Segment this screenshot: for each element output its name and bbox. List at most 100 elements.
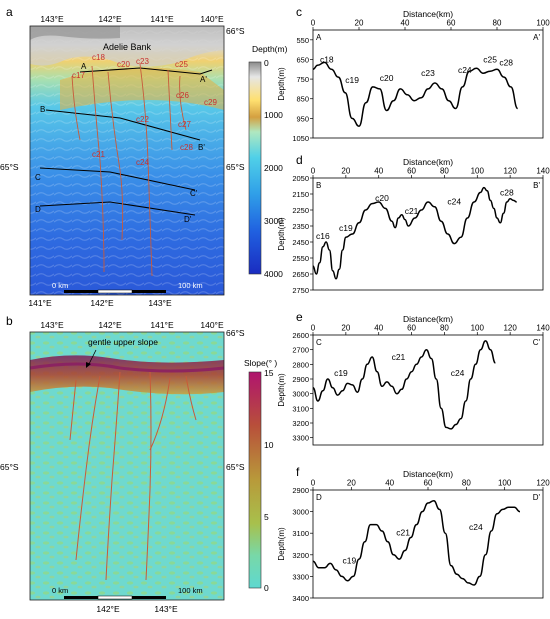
depth-profile-line: [312, 500, 521, 586]
canyon-annotation: c19: [339, 223, 353, 233]
canyon-annotation: c25: [483, 54, 497, 64]
canyon-annotation: c24: [451, 368, 465, 378]
map-b-lat-right: 65°S: [226, 462, 245, 472]
panel-letter-b: b: [6, 314, 13, 328]
profile-start-label: C: [316, 338, 322, 347]
y-tick-label: 3400: [292, 594, 309, 603]
x-tick-label: 60: [407, 167, 416, 176]
x-tick-label: 80: [462, 479, 471, 488]
slope-map-panel: b 143°E 142°E 141°E 140°E 66°S 65°S 65°S…: [0, 314, 277, 614]
colorbar-tick: 5: [264, 512, 269, 522]
x-tick-label: 60: [447, 19, 456, 28]
canyon-annotation: c21: [396, 527, 410, 537]
canyon-line: [69, 379, 77, 441]
y-tick-label: 3200: [292, 419, 309, 428]
colorbar-tick: 10: [264, 440, 274, 450]
x-tick-label: 40: [385, 479, 394, 488]
canyon-label: c22: [136, 115, 149, 124]
map-a-top-tick: 141°E: [150, 14, 174, 24]
depth-colorbar: Depth(m) 0 1000 2000 3000 4000: [248, 44, 288, 279]
panel-letter-e: e: [296, 310, 303, 324]
canyon-label: c20: [117, 60, 130, 69]
panel-letter-d: d: [296, 153, 303, 167]
place-name-label: Adelie Bank: [103, 42, 152, 52]
canyon-lines: [69, 371, 197, 581]
bathymetry-map-panel: a 143°E 142°E 141°E 140°E 66°S 65°S 65°S…: [0, 5, 288, 308]
x-tick-label: 120: [503, 167, 517, 176]
x-tick-label: 40: [374, 324, 383, 333]
profile-end-label: B': [533, 181, 540, 190]
profile-line-aa: [79, 67, 213, 75]
map-a-lat-top: 66°S: [226, 26, 245, 36]
depth-profile-charts: c Distance(km) Depth(m) 0 20 40 60 80 100 550 650 7…: [277, 5, 550, 603]
map-a-bottom-tick: 141°E: [28, 298, 52, 308]
x-tick-label: 80: [493, 19, 502, 28]
x-tick-label: 40: [374, 167, 383, 176]
map-a-bottom-tick: 143°E: [148, 298, 172, 308]
canyon-annotation: c19: [343, 555, 357, 565]
x-tick-label: 80: [440, 324, 449, 333]
canyon-annotation: c20: [375, 193, 389, 203]
x-tick-label: 20: [347, 479, 356, 488]
y-tick-label: 950: [296, 114, 309, 123]
map-b-bottom-tick: 142°E: [96, 604, 120, 614]
canyon-label: c27: [178, 120, 191, 129]
colorbar-tick: 4000: [264, 269, 283, 279]
x-tick-label: 20: [341, 324, 350, 333]
y-tick-label: 2350: [292, 222, 309, 231]
y-tick-label: 2900: [292, 486, 309, 495]
y-tick-label: 2150: [292, 190, 309, 199]
profile-chart-e: e Distance(km) Depth(m) 0 20 40 60 80 100 120 140 2…: [277, 310, 550, 446]
map-b-top-tick: 142°E: [98, 320, 122, 330]
y-tick-label: 2750: [292, 286, 309, 295]
y-tick-label: 2550: [292, 254, 309, 263]
canyon-annotation: c23: [421, 68, 435, 78]
profile-end-label: C': [533, 338, 541, 347]
canyon-annotation: c20: [380, 73, 394, 83]
canyon-label: c28: [180, 143, 193, 152]
canyon-annotation: c21: [392, 352, 406, 362]
y-axis-title: Depth(m): [277, 67, 286, 101]
map-b-bottom-tick: 143°E: [154, 604, 178, 614]
x-tick-label: 140: [536, 167, 550, 176]
canyon-annotation: c24: [469, 522, 483, 532]
map-b-top-tick: 141°E: [150, 320, 174, 330]
canyon-line: [107, 71, 124, 241]
x-tick-label: 60: [407, 324, 416, 333]
canyon-line: [185, 375, 197, 421]
x-tick-label: 0: [311, 19, 316, 28]
panel-letter-f: f: [296, 465, 300, 479]
colorbar-title: Depth(m): [252, 44, 288, 54]
x-tick-label: 0: [311, 324, 316, 333]
y-tick-label: 3200: [292, 551, 309, 560]
canyon-label: c18: [92, 53, 105, 62]
x-tick-label: 80: [440, 167, 449, 176]
colorbar-tick: 3000: [264, 216, 283, 226]
x-axis-title: Distance(km): [403, 314, 453, 324]
colorbar-tick: 1000: [264, 110, 283, 120]
profile-end-label: A': [533, 33, 540, 42]
colorbar-tick: 0: [264, 583, 269, 593]
y-tick-label: 3100: [292, 529, 309, 538]
x-tick-label: 100: [471, 324, 485, 333]
slope-annotation-label: gentle upper slope: [88, 337, 158, 347]
x-axis-title: Distance(km): [403, 157, 453, 167]
x-tick-label: 0: [311, 167, 316, 176]
plot-frame: [312, 29, 544, 139]
y-tick-label: 2700: [292, 346, 309, 355]
canyon-annotation: c24: [458, 65, 472, 75]
y-tick-label: 2600: [292, 331, 309, 340]
profile-chart-d: d Distance(km) Depth(m) 0 20 40 60 80 100 120 140 2…: [277, 153, 550, 295]
canyon-line: [139, 63, 153, 277]
scale-bar-start-label: 0 km: [52, 586, 68, 595]
canyon-annotation: c21: [405, 206, 419, 216]
profile-label-c: C: [35, 173, 41, 182]
canyon-annotation: c19: [334, 368, 348, 378]
x-tick-label: 0: [311, 479, 316, 488]
profile-label-d-prime: D': [184, 215, 192, 224]
profile-lines: [39, 67, 213, 216]
profile-start-label: B: [316, 181, 321, 190]
profile-line-dd: [39, 201, 196, 216]
y-tick-label: 3100: [292, 404, 309, 413]
colorbar-tick: 0: [264, 58, 269, 68]
